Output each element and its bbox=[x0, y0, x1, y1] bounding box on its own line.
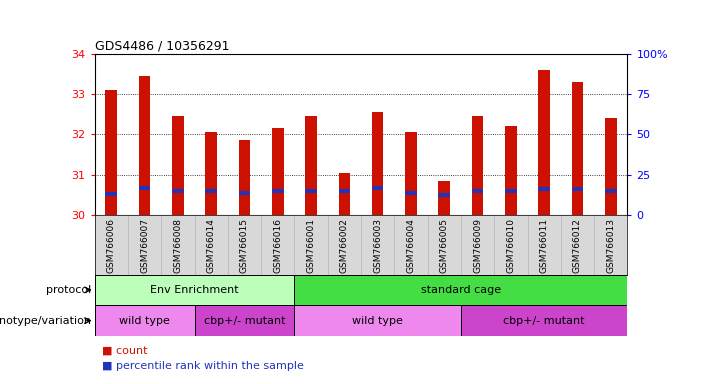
Bar bbox=[372, 186, 383, 190]
Bar bbox=[538, 187, 550, 191]
Text: GSM766012: GSM766012 bbox=[573, 218, 582, 273]
Bar bbox=[305, 189, 317, 193]
Bar bbox=[294, 305, 461, 336]
Bar bbox=[505, 189, 517, 193]
Bar bbox=[538, 70, 550, 215]
Text: GSM766015: GSM766015 bbox=[240, 218, 249, 273]
Bar bbox=[339, 173, 350, 215]
Text: protocol: protocol bbox=[46, 285, 91, 295]
Bar bbox=[305, 116, 317, 215]
Bar bbox=[461, 305, 627, 336]
Bar bbox=[105, 192, 117, 196]
Text: GSM766005: GSM766005 bbox=[440, 218, 449, 273]
Text: GSM766008: GSM766008 bbox=[173, 218, 182, 273]
Bar bbox=[571, 82, 583, 215]
Text: cbp+/- mutant: cbp+/- mutant bbox=[204, 316, 285, 326]
Text: GSM766006: GSM766006 bbox=[107, 218, 116, 273]
Bar bbox=[105, 90, 117, 215]
Bar bbox=[272, 189, 284, 193]
Bar bbox=[372, 112, 383, 215]
Text: wild type: wild type bbox=[119, 316, 170, 326]
Bar bbox=[472, 189, 484, 193]
Bar bbox=[294, 275, 627, 305]
Bar bbox=[339, 189, 350, 193]
Bar bbox=[139, 186, 151, 190]
Text: ■ percentile rank within the sample: ■ percentile rank within the sample bbox=[102, 361, 304, 371]
Bar bbox=[205, 189, 217, 193]
Text: GDS4486 / 10356291: GDS4486 / 10356291 bbox=[95, 40, 229, 53]
Bar bbox=[95, 305, 194, 336]
Text: GSM766007: GSM766007 bbox=[140, 218, 149, 273]
Bar bbox=[472, 116, 484, 215]
Bar bbox=[172, 189, 184, 193]
Bar bbox=[405, 132, 417, 215]
Text: GSM766016: GSM766016 bbox=[273, 218, 283, 273]
Bar bbox=[438, 181, 450, 215]
Bar bbox=[195, 305, 294, 336]
Text: genotype/variation: genotype/variation bbox=[0, 316, 91, 326]
Bar bbox=[438, 193, 450, 197]
Text: GSM766009: GSM766009 bbox=[473, 218, 482, 273]
Bar bbox=[95, 275, 294, 305]
Text: ■ count: ■ count bbox=[102, 345, 147, 355]
Text: GSM766002: GSM766002 bbox=[340, 218, 349, 273]
Text: GSM766013: GSM766013 bbox=[606, 218, 615, 273]
Bar bbox=[505, 126, 517, 215]
Bar bbox=[405, 191, 417, 195]
Bar bbox=[172, 116, 184, 215]
Bar bbox=[139, 76, 151, 215]
Text: GSM766010: GSM766010 bbox=[506, 218, 515, 273]
Text: GSM766003: GSM766003 bbox=[373, 218, 382, 273]
Bar bbox=[605, 118, 617, 215]
Text: GSM766004: GSM766004 bbox=[407, 218, 416, 273]
Text: wild type: wild type bbox=[352, 316, 403, 326]
Text: Env Enrichment: Env Enrichment bbox=[150, 285, 239, 295]
Bar bbox=[571, 187, 583, 191]
Bar bbox=[205, 132, 217, 215]
Text: standard cage: standard cage bbox=[421, 285, 501, 295]
Bar bbox=[238, 141, 250, 215]
Bar bbox=[605, 189, 617, 193]
Bar bbox=[238, 191, 250, 195]
Text: GSM766001: GSM766001 bbox=[306, 218, 315, 273]
Text: GSM766014: GSM766014 bbox=[207, 218, 216, 273]
Text: cbp+/- mutant: cbp+/- mutant bbox=[503, 316, 585, 326]
Text: GSM766011: GSM766011 bbox=[540, 218, 549, 273]
Bar bbox=[272, 128, 284, 215]
